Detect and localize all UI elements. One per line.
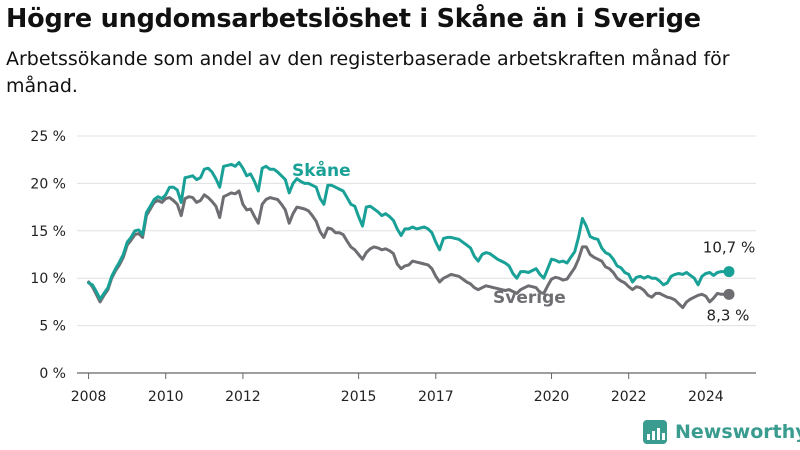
x-tick-label: 2022	[611, 389, 647, 405]
newsworthy-logo: Newsworthy	[643, 420, 800, 444]
bar-chart-icon	[643, 420, 667, 444]
series-lines	[87, 161, 735, 310]
x-tick-label: 2012	[225, 389, 261, 405]
y-tick-label: 15 %	[30, 224, 66, 240]
series-end-point-0	[723, 266, 735, 278]
y-tick-label: 10 %	[30, 271, 66, 287]
series-labels: Skåne Sverige 10,7 % 8,3 %	[292, 159, 755, 324]
chart-title: Högre ungdomsarbetslöshet i Skåne än i S…	[6, 4, 701, 34]
series-end-point-1	[723, 288, 735, 300]
series-name-label: Sverige	[493, 288, 566, 308]
series-end-label: 8,3 %	[707, 306, 750, 324]
gridlines	[77, 135, 756, 374]
y-tick-label: 0 %	[39, 366, 66, 382]
y-tick-label: 5 %	[39, 319, 66, 335]
x-tick-label: 2020	[534, 389, 570, 405]
series-end-label: 10,7 %	[703, 239, 755, 257]
x-tick-label: 2008	[71, 389, 107, 405]
series-name-label: Skåne	[292, 159, 351, 181]
series-line-0	[87, 161, 731, 301]
chart-subtitle: Arbetssökande som andel av den registerb…	[6, 48, 730, 97]
x-axis: 2008 2010 2012 2015 2017 2020 2022 2024	[71, 373, 724, 405]
y-tick-label: 25 %	[30, 129, 66, 145]
series-line-1	[87, 189, 731, 310]
x-tick-label: 2015	[341, 389, 377, 405]
brand-name: Newsworthy	[675, 421, 800, 443]
y-tick-label: 20 %	[30, 176, 66, 192]
x-tick-label: 2024	[688, 389, 724, 405]
x-tick-label: 2017	[418, 389, 454, 405]
x-tick-label: 2010	[148, 389, 184, 405]
y-axis: 0 % 5 % 10 % 15 % 20 % 25 %	[30, 129, 66, 382]
